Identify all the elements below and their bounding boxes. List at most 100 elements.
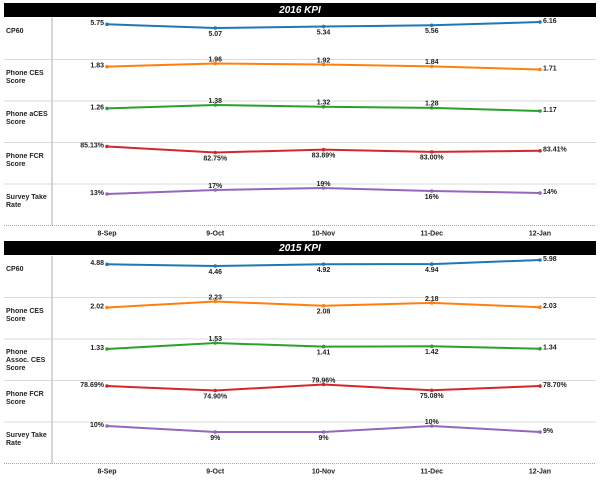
row-label-box: Phone CES Score	[6, 307, 44, 323]
data-point	[105, 22, 109, 27]
data-point	[429, 106, 434, 110]
data-point	[538, 149, 542, 153]
data-point	[105, 144, 109, 149]
data-point	[538, 67, 542, 72]
value-label: 5.75	[90, 20, 104, 27]
row-label-box: Phone FCR Score	[6, 390, 44, 406]
data-point	[321, 24, 326, 29]
row-label-box: Phone aCES Score	[6, 111, 48, 126]
value-label: 10%	[425, 419, 440, 426]
value-label: 9%	[210, 435, 221, 442]
value-label: 1.33	[90, 345, 104, 352]
value-label: 19%	[316, 181, 331, 188]
value-label: 17%	[208, 183, 223, 190]
value-label: 6.16	[543, 18, 557, 25]
row-label: Survey Take Rate	[6, 194, 47, 209]
data-point	[538, 191, 542, 195]
data-point	[538, 384, 542, 388]
value-label: 2.23	[208, 294, 222, 301]
value-label: 1.41	[317, 349, 331, 356]
row-label: Phone CES Score	[6, 307, 44, 323]
value-label: 2.03	[543, 303, 557, 310]
data-point	[105, 305, 109, 310]
value-label: 16%	[425, 194, 440, 201]
data-point	[429, 64, 434, 69]
row-label: CP60	[6, 266, 24, 273]
x-tick-label: 10-Nov	[312, 468, 335, 475]
data-point	[321, 430, 326, 434]
x-tick-label: 12-Jan	[529, 230, 551, 237]
row-label: Phone FCR Score	[6, 390, 44, 406]
data-point	[321, 104, 326, 109]
value-label: 9%	[318, 435, 329, 442]
data-point	[213, 341, 218, 345]
data-point	[105, 192, 109, 196]
value-label: 5.34	[317, 29, 331, 36]
data-point	[213, 299, 218, 304]
value-label: 5.56	[425, 28, 439, 35]
panel-header	[4, 241, 596, 255]
value-label: 85.13%	[80, 142, 105, 149]
data-point	[538, 20, 542, 24]
value-label: 2.08	[317, 309, 331, 316]
data-point	[321, 344, 326, 349]
row-label-box: Phone CES Score	[6, 69, 44, 85]
data-point	[213, 26, 218, 30]
x-tick-label: 11-Dec	[420, 230, 443, 237]
row-label: Phone Assoc. CES Score	[6, 349, 46, 372]
data-point	[321, 382, 326, 387]
value-label: 4.92	[317, 267, 331, 274]
x-tick-label: 11-Dec	[420, 468, 443, 475]
data-point	[538, 305, 542, 310]
data-point	[213, 388, 218, 393]
data-point	[429, 262, 434, 266]
data-point	[213, 61, 218, 66]
data-point	[105, 64, 109, 69]
value-label: 4.46	[208, 269, 222, 276]
data-point	[429, 150, 434, 154]
value-label: 1.71	[543, 65, 557, 72]
row-label-box: Phone Assoc. CES Score	[6, 349, 46, 372]
data-point	[105, 384, 109, 388]
value-label: 1.38	[208, 98, 222, 105]
data-point	[105, 424, 109, 428]
data-point	[429, 23, 434, 28]
data-point	[105, 347, 109, 351]
value-label: 83.41%	[543, 147, 568, 154]
data-point	[213, 264, 218, 268]
data-point	[213, 150, 218, 155]
row-label-box: CP60	[6, 28, 24, 35]
value-label: 13%	[90, 190, 105, 197]
panel-header	[4, 3, 596, 17]
data-point	[429, 388, 434, 393]
data-point	[538, 430, 542, 434]
value-label: 9%	[543, 428, 554, 435]
row-label-box: Phone FCR Score	[6, 153, 44, 168]
value-label: 78.70%	[543, 382, 568, 389]
data-point	[429, 301, 434, 305]
data-point	[213, 430, 218, 434]
value-label: 10%	[90, 422, 105, 429]
data-point	[429, 189, 434, 193]
value-label: 83.89%	[312, 152, 337, 159]
data-point	[538, 346, 542, 351]
data-point	[321, 186, 326, 190]
value-label: 1.26	[90, 104, 104, 111]
row-label-box: Survey Take Rate	[6, 194, 47, 209]
value-label: 1.83	[90, 62, 104, 69]
row-label-box: Survey Take Rate	[6, 432, 47, 447]
x-tick-label: 9-Oct	[206, 230, 225, 237]
value-label: 2.02	[90, 303, 104, 310]
value-label: 74.90%	[203, 393, 228, 400]
row-label: Phone CES Score	[6, 69, 44, 85]
x-tick-label: 8-Sep	[97, 468, 116, 475]
panel-title: 2016 KPI	[278, 5, 321, 16]
data-point	[105, 106, 109, 111]
x-tick-label: 9-Oct	[206, 468, 225, 475]
x-tick-label: 10-Nov	[312, 230, 335, 237]
value-label: 5.98	[543, 256, 557, 263]
x-tick-label: 8-Sep	[97, 230, 116, 237]
value-label: 1.96	[208, 56, 222, 63]
value-label: 14%	[543, 189, 558, 196]
